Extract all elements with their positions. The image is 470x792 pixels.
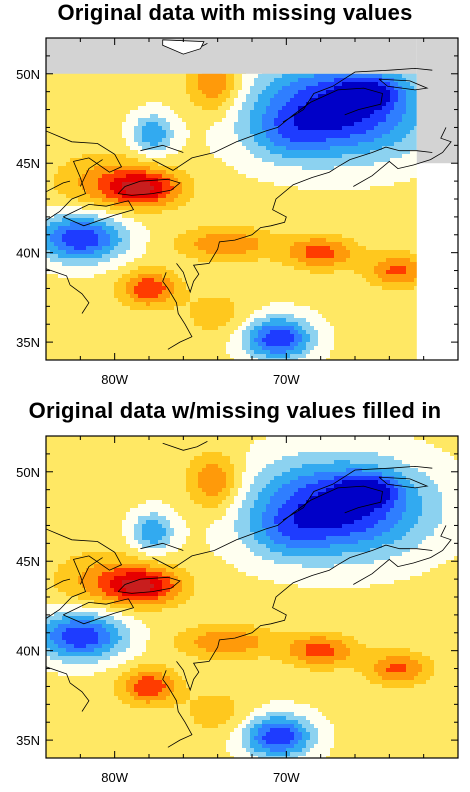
lon-tick-label: 80W (101, 372, 128, 387)
lon-tick-label: 80W (101, 770, 128, 785)
top-contour-map: 50N 45N 40N 35N 80W 70W (16, 37, 459, 387)
missing-value-mask (46, 38, 458, 360)
contour-field (46, 436, 458, 758)
axis-ticks: 50N 45N 40N 35N 80W 70W (16, 37, 459, 387)
coastline (46, 441, 452, 748)
lat-tick-label: 45N (16, 156, 40, 171)
top-panel-title: Original data with missing values (57, 0, 413, 25)
contour-field (46, 38, 458, 360)
lon-tick-label: 70W (273, 770, 300, 785)
lat-tick-label: 40N (16, 246, 40, 261)
lat-tick-label: 50N (16, 465, 40, 480)
axis-ticks: 50N 45N 40N 35N 80W 70W (16, 435, 459, 785)
bottom-panel-title: Original data w/missing values filled in (28, 398, 442, 423)
coastline (46, 39, 452, 350)
bottom-contour-map: 50N 45N 40N 35N 80W 70W (16, 435, 459, 785)
lat-tick-label: 35N (16, 335, 40, 350)
lat-tick-label: 35N (16, 733, 40, 748)
lat-tick-label: 40N (16, 644, 40, 659)
lon-tick-label: 70W (273, 372, 300, 387)
lat-tick-label: 50N (16, 67, 40, 82)
lat-tick-label: 45N (16, 554, 40, 569)
